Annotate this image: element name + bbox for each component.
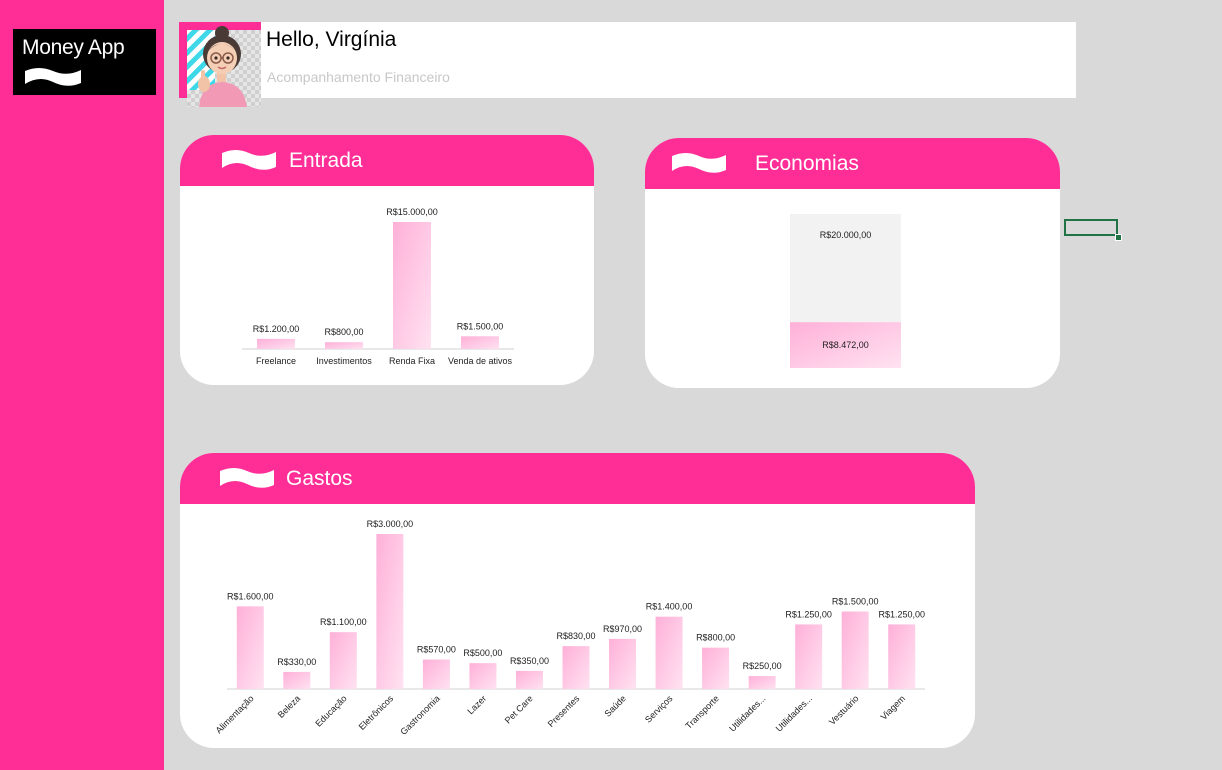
data-label: R$1.250,00 — [878, 609, 925, 619]
data-label: R$570,00 — [417, 645, 456, 655]
logo-text: Money App — [22, 36, 125, 59]
bar — [329, 632, 357, 689]
data-label: R$1.100,00 — [320, 617, 367, 627]
category-label: Venda de ativos — [448, 356, 513, 366]
bar — [422, 659, 450, 689]
data-label: R$330,00 — [277, 657, 316, 667]
entrada-card: Entrada R$1.200,00 Freelance R$800,00 Inves… — [180, 135, 594, 385]
sidebar — [0, 0, 164, 770]
data-label: R$250,00 — [743, 661, 782, 671]
category-label: Lazer — [465, 693, 488, 716]
category-label: Educação — [313, 693, 348, 728]
data-label: R$1.400,00 — [646, 602, 693, 612]
header-bar — [179, 22, 1076, 98]
gastos-card-header: Gastos — [180, 453, 975, 504]
data-label: R$1.600,00 — [227, 591, 274, 601]
savings-bar-segment — [790, 322, 901, 368]
wave-icon — [222, 150, 276, 170]
data-label: R$350,00 — [510, 656, 549, 666]
category-label: Transporte — [683, 693, 721, 731]
bar — [283, 671, 311, 689]
economias-title: Economias — [755, 152, 859, 175]
bar — [461, 336, 499, 349]
bar — [257, 338, 295, 349]
app-logo[interactable]: Money App — [13, 29, 156, 95]
category-label: Investimentos — [316, 356, 372, 366]
data-label: R$500,00 — [463, 648, 502, 658]
data-label: R$8.472,00 — [822, 340, 869, 350]
data-label: R$1.200,00 — [253, 324, 300, 334]
bar — [795, 624, 823, 689]
bar — [655, 616, 683, 689]
bar — [841, 611, 869, 689]
category-label: Viagem — [879, 693, 908, 722]
data-label: R$20.000,00 — [820, 230, 872, 240]
category-label: Serviços — [643, 693, 675, 725]
bar — [888, 624, 916, 689]
wave-icon — [672, 153, 726, 173]
category-label: Beleza — [276, 693, 303, 720]
bar — [469, 663, 497, 689]
bar — [236, 606, 264, 689]
gastos-title: Gastos — [286, 467, 353, 490]
economias-card: Economias R$20.000,00 R$8.472,00 — [645, 138, 1060, 388]
data-label: R$15.000,00 — [386, 207, 438, 217]
bar — [393, 222, 431, 349]
category-label: Renda Fixa — [389, 356, 435, 366]
category-label: Vestuário — [827, 693, 861, 727]
data-label: R$970,00 — [603, 624, 642, 634]
fill-handle[interactable] — [1115, 234, 1122, 241]
economias-card-header: Economias — [645, 138, 1060, 189]
category-label: Pet Care — [503, 693, 535, 725]
bar — [325, 342, 363, 349]
bar — [609, 638, 637, 689]
category-label: Utilidades... — [774, 693, 814, 733]
entrada-chart: R$1.200,00 Freelance R$800,00 Investimentos… — [242, 207, 514, 366]
avatar-icon — [179, 22, 261, 107]
economias-chart: R$20.000,00 R$8.472,00 — [790, 214, 901, 368]
entrada-card-header: Entrada — [180, 135, 594, 186]
gastos-card: Gastos R$1.600,00 Alimentação R$330,00 Bele… — [180, 453, 975, 748]
data-label: R$1.500,00 — [457, 321, 504, 331]
goal-bar-segment — [790, 214, 901, 323]
category-label: Alimentação — [214, 693, 256, 735]
bar — [376, 534, 404, 689]
category-label: Gastronomia — [398, 693, 442, 737]
bar — [748, 676, 776, 689]
entrada-title: Entrada — [289, 149, 363, 172]
bar — [702, 647, 730, 689]
logo-wave-icon — [25, 68, 81, 86]
selected-cell[interactable] — [1064, 219, 1118, 236]
greeting-title: Hello, Virgínia — [266, 28, 397, 51]
data-label: R$830,00 — [556, 631, 595, 641]
bar — [562, 646, 590, 689]
data-label: R$1.250,00 — [785, 609, 832, 619]
category-label: Saúde — [602, 693, 627, 718]
bar — [515, 670, 543, 689]
category-label: Presentes — [546, 693, 582, 729]
page-subtitle: Acompanhamento Financeiro — [267, 69, 450, 85]
data-label: R$800,00 — [324, 327, 363, 337]
wave-icon — [220, 468, 274, 488]
data-label: R$1.500,00 — [832, 597, 879, 607]
category-label: Eletrônicos — [357, 693, 396, 732]
data-label: R$800,00 — [696, 633, 735, 643]
category-label: Freelance — [256, 356, 296, 366]
avatar[interactable] — [179, 22, 261, 107]
category-label: Utilidades... — [727, 693, 767, 733]
data-label: R$3.000,00 — [367, 519, 414, 529]
gastos-chart: R$1.600,00 Alimentação R$330,00 Beleza R$1.1… — [214, 519, 925, 737]
